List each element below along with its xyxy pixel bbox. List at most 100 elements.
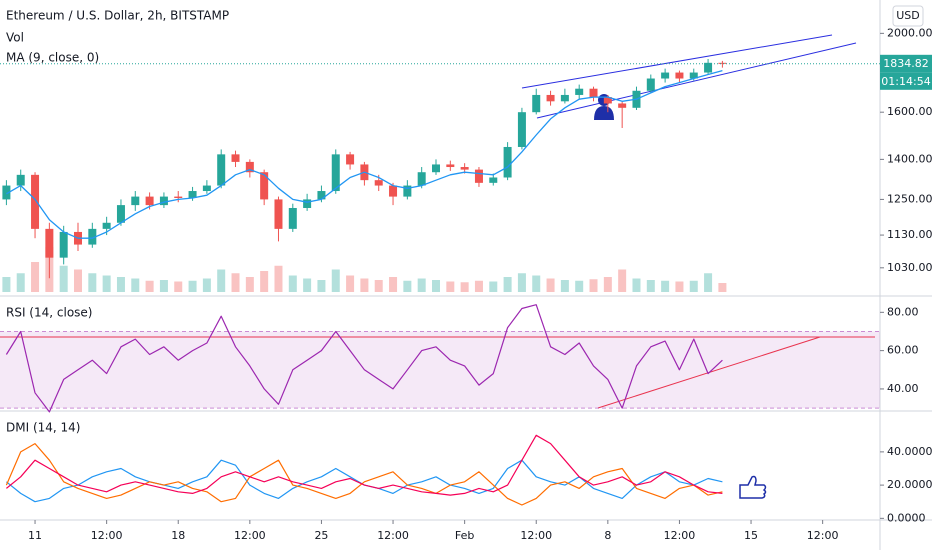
candle-body [718, 62, 727, 64]
volume-bar [159, 280, 168, 292]
volume-bar [446, 281, 455, 292]
x-tick-label: 12:00 [520, 529, 552, 542]
volume-bar [217, 269, 226, 292]
candle-body [202, 185, 211, 192]
volume-bar [589, 279, 598, 292]
y-tick-label: 1030.00 [887, 261, 932, 274]
candle-body [145, 196, 154, 206]
volume-bar [532, 275, 541, 292]
candle-body [603, 97, 612, 104]
candle-body [403, 185, 412, 197]
candle-body [460, 167, 469, 170]
volume-bar [646, 280, 655, 292]
volume-bar [575, 280, 584, 292]
volume-bar [74, 269, 82, 292]
x-tick-label: 25 [314, 529, 328, 542]
volume-bar [288, 275, 297, 292]
candle-body [116, 205, 125, 223]
volume-bar [360, 278, 369, 292]
y-tick-label: 1400.00 [887, 152, 932, 165]
drawings [0, 34, 875, 499]
volume-bar [517, 273, 526, 292]
ma-label: MA (9, close, 0) [6, 51, 99, 65]
volume-bar [704, 273, 713, 292]
rsi-band [0, 331, 880, 409]
moving-average-line [6, 69, 723, 239]
volume-bar [174, 281, 183, 292]
volume-bar [274, 265, 283, 292]
x-tick-label: 12:00 [377, 529, 409, 542]
candle-body [174, 196, 183, 198]
y-tick-label: 0.0000 [887, 511, 926, 524]
candle-body [245, 161, 254, 173]
x-tick-label: Feb [455, 529, 474, 542]
candle-body [159, 196, 168, 206]
candle-body [59, 231, 68, 258]
y-tick-label: 80.00 [887, 305, 919, 318]
volume-bar [116, 277, 125, 292]
last-price-badge [880, 54, 932, 73]
volume-bar [389, 277, 398, 292]
candle-body [16, 174, 25, 186]
volume-bar [202, 278, 211, 292]
indicator-line [5, 304, 723, 413]
candle-body [374, 180, 383, 186]
candle-body [517, 112, 526, 147]
candle-body [704, 62, 713, 73]
candle-body [260, 172, 269, 200]
volume-bar [317, 280, 326, 292]
candle-body [88, 228, 97, 245]
icon-body [594, 106, 614, 120]
x-tick-label: 18 [171, 529, 185, 542]
currency-label: USD [896, 9, 920, 22]
y-tick-label: 2000.00 [887, 26, 932, 39]
volume-bar [560, 280, 569, 292]
volume-bar [303, 278, 312, 292]
x-tick-label: 12:00 [234, 529, 266, 542]
x-tick-label: 15 [744, 529, 758, 542]
volume-bar [31, 262, 40, 292]
volume-bar [489, 281, 498, 292]
trend-line[interactable] [536, 42, 857, 119]
candle-body [503, 146, 512, 178]
candle-body [589, 88, 598, 98]
volume-bar [231, 273, 240, 292]
candle-body [675, 72, 684, 79]
volume-label: Vol [6, 31, 24, 45]
candle-body [188, 191, 197, 198]
volume-bar [188, 280, 197, 292]
trend-line[interactable] [521, 34, 833, 89]
y-tick-label: 1130.00 [887, 228, 932, 241]
volume-bar [88, 273, 97, 292]
volume-bar [346, 275, 355, 292]
candle-body [131, 196, 140, 206]
countdown-label: 01:14:54 [881, 75, 930, 88]
candle-body [45, 228, 54, 258]
candle-body [618, 103, 627, 108]
volume-bar [245, 277, 254, 292]
candle-body [288, 207, 297, 229]
volume-bar [403, 280, 412, 292]
x-tick-label: 12:00 [664, 529, 696, 542]
indicator-line [5, 443, 723, 506]
volume-bar [503, 277, 512, 292]
candle-body [575, 88, 584, 95]
currency-button[interactable] [892, 5, 924, 27]
countdown-badge [880, 72, 932, 90]
candle-body [661, 72, 670, 79]
y-tick-label: 40.00 [887, 382, 919, 395]
y-tick-label: 60.00 [887, 344, 919, 357]
thumb-icon[interactable] [739, 475, 767, 499]
candle-body [231, 154, 240, 162]
indicator-line [6, 434, 723, 496]
volume-bar [632, 278, 641, 292]
y-tick-label: 1600.00 [887, 105, 932, 118]
volume-bar [661, 280, 670, 292]
volume-bar [432, 280, 440, 292]
candle-body [2, 185, 11, 200]
x-tick-label: 12:00 [807, 529, 839, 542]
y-tick-label: 40.0000 [887, 445, 932, 458]
volume-bar [675, 281, 684, 292]
candle-body [432, 164, 440, 173]
